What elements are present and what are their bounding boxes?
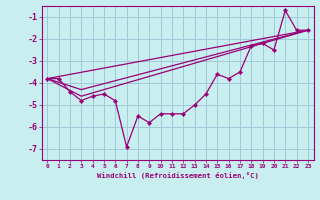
X-axis label: Windchill (Refroidissement éolien,°C): Windchill (Refroidissement éolien,°C) <box>97 172 259 179</box>
